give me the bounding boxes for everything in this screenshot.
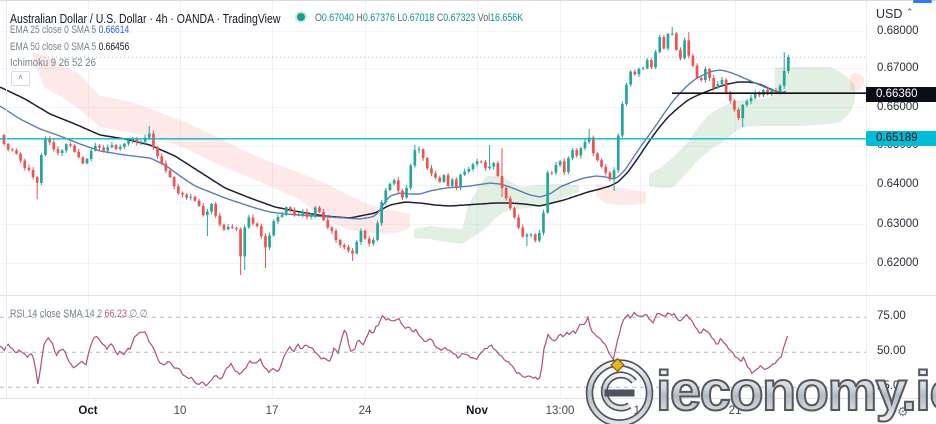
svg-text:ieconomy.io: ieconomy.io: [656, 359, 936, 422]
